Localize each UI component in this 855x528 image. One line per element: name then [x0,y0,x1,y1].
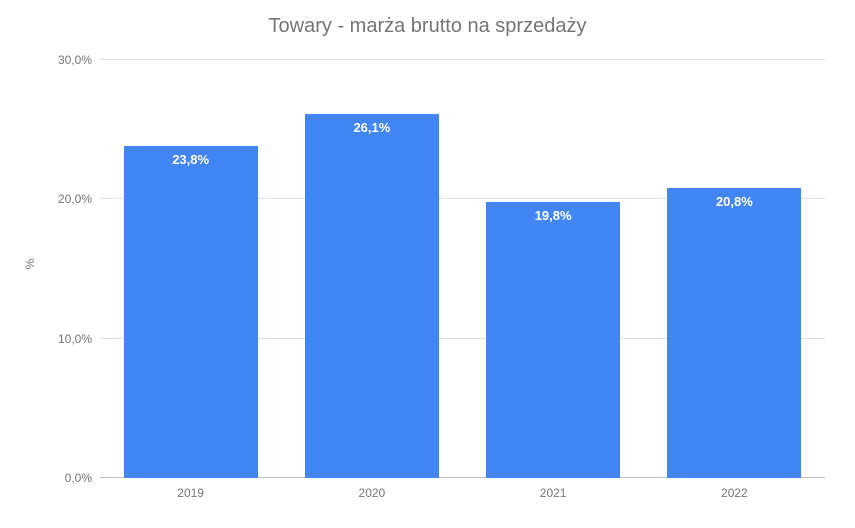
x-tick-label: 2020 [359,486,386,500]
bar: 26,1% [305,114,439,478]
x-tick-label: 2021 [540,486,567,500]
bar-slot: 23,8%2019 [100,60,281,478]
x-tick-label: 2019 [177,486,204,500]
bar-slot: 19,8%2021 [463,60,644,478]
bar-value-label: 20,8% [716,194,753,209]
plot-area: 0,0%10,0%20,0%30,0%23,8%201926,1%202019,… [100,60,825,478]
bar-slot: 26,1%2020 [281,60,462,478]
bars-group: 23,8%201926,1%202019,8%202120,8%2022 [100,60,825,478]
y-tick-label: 30,0% [58,53,92,67]
chart-title: Towary - marża brutto na sprzedaży [0,0,855,48]
bar: 23,8% [124,146,258,478]
y-tick-label: 10,0% [58,332,92,346]
y-axis-title: % [23,259,37,270]
y-tick-label: 20,0% [58,192,92,206]
bar: 20,8% [667,188,801,478]
bar-value-label: 26,1% [353,120,390,135]
y-tick-label: 0,0% [65,471,92,485]
bar-value-label: 23,8% [172,152,209,167]
chart-container: Towary - marża brutto na sprzedaży % 0,0… [0,0,855,528]
bar: 19,8% [486,202,620,478]
x-tick-label: 2022 [721,486,748,500]
bar-slot: 20,8%2022 [644,60,825,478]
bar-value-label: 19,8% [535,208,572,223]
